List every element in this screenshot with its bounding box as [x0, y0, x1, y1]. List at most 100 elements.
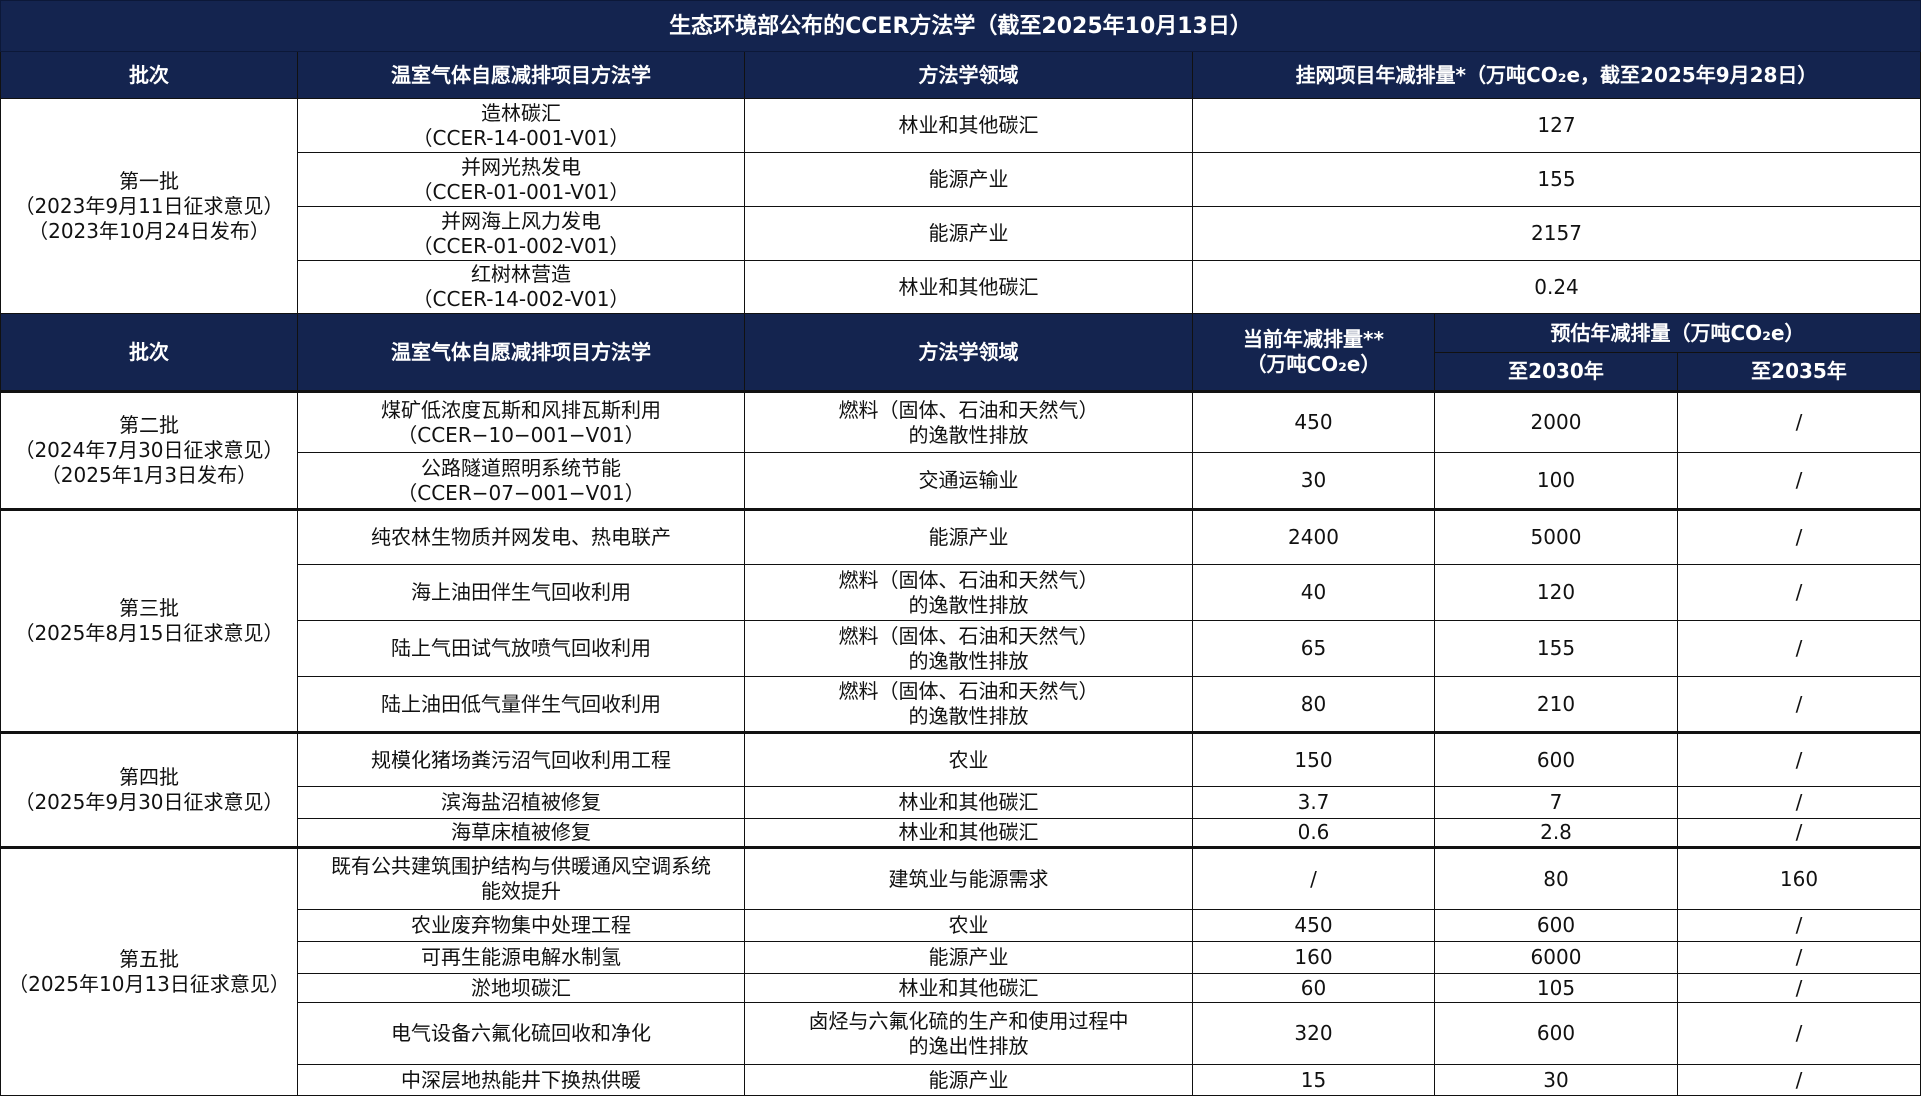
- reduction-2035-cell: /: [1676, 564, 1921, 621]
- methodology-cell: 电气设备六氟化硫回收和净化: [297, 1002, 745, 1065]
- table-title: 生态环境部公布的CCER方法学（截至2025年10月13日）: [0, 0, 1921, 52]
- field-cell: 能源产业: [744, 1064, 1193, 1096]
- current-reduction-cell: /: [1192, 846, 1435, 910]
- table-row: 第三批 （2025年8月15日征求意见） 纯农林生物质并网发电、热电联产 能源产业 2…: [0, 508, 1921, 733]
- methodology-cell: 纯农林生物质并网发电、热电联产: [297, 508, 745, 565]
- methodology-cell: 陆上油田低气量伴生气回收利用: [297, 676, 745, 733]
- reduction-2035-cell: /: [1676, 1002, 1921, 1065]
- reduction-2035-cell: 160: [1676, 846, 1921, 910]
- reduction-2035-cell: /: [1676, 818, 1921, 848]
- field-cell: 燃料（固体、石油和天然气） 的逸散性排放: [744, 620, 1193, 677]
- batch-cell: 第一批 （2023年9月11日征求意见） （2023年10月24日发布）: [0, 98, 298, 314]
- field-cell: 能源产业: [744, 206, 1193, 261]
- reduction-2030-cell: 6000: [1434, 941, 1678, 974]
- header-listed-reduction: 挂网项目年减排量*（万吨CO₂e，截至2025年9月28日）: [1191, 51, 1921, 99]
- field-cell: 能源产业: [744, 508, 1193, 565]
- table-row: 淤地坝碳汇 林业和其他碳汇 60 105/: [1, 973, 1921, 1003]
- reduction-2030-cell: 105: [1434, 973, 1678, 1003]
- field-cell: 卤烃与六氟化硫的生产和使用过程中 的逸出性排放: [744, 1002, 1193, 1065]
- field-cell: 建筑业与能源需求: [744, 846, 1193, 910]
- current-reduction-cell: 15: [1192, 1064, 1435, 1096]
- methodology-cell: 淤地坝碳汇: [297, 973, 745, 1003]
- reduction-2030-cell: 7: [1434, 786, 1678, 819]
- header-batch: 批次: [0, 51, 298, 99]
- table-row: 农业废弃物集中处理工程 农业 450 600/: [1, 909, 1921, 942]
- reduction-2030-cell: 2000: [1434, 390, 1678, 453]
- table-row: 红树林营造 （CCER-14-002-V01） 林业和其他碳汇 0.24: [1, 260, 1921, 314]
- methodology-cell: 农业废弃物集中处理工程: [297, 909, 745, 942]
- reduction-2035-cell: /: [1676, 390, 1921, 453]
- table-row: 电气设备六氟化硫回收和净化 卤烃与六氟化硫的生产和使用过程中 的逸出性排放 320 6…: [1, 1002, 1921, 1065]
- methodology-cell: 煤矿低浓度瓦斯和风排瓦斯利用 （CCER−10−001−V01）: [297, 390, 745, 453]
- reduction-2035-cell: /: [1676, 909, 1921, 942]
- reduction-2035-cell: /: [1676, 786, 1921, 819]
- reduction-2030-cell: 210: [1434, 676, 1678, 733]
- methodology-cell: 规模化猪场粪污沼气回收利用工程: [297, 731, 745, 787]
- header-batch: 批次: [0, 313, 298, 392]
- reduction-2035-cell: /: [1676, 973, 1921, 1003]
- field-cell: 农业: [744, 731, 1193, 787]
- batch-cell: 第四批 （2025年9月30日征求意见）: [0, 731, 298, 848]
- methodology-cell: 滨海盐沼植被修复: [297, 786, 745, 819]
- reduction-2030-cell: 600: [1434, 909, 1678, 942]
- header-estimated-reduction: 预估年减排量（万吨CO₂e）: [1433, 313, 1921, 353]
- methodology-cell: 海草床植被修复: [297, 818, 745, 848]
- header-to-2035: 至2035年: [1676, 352, 1921, 392]
- table-row: 可再生能源电解水制氢 能源产业 160 6000/: [1, 941, 1921, 974]
- current-reduction-cell: 40: [1192, 564, 1435, 621]
- listed-reduction-cell: 0.24: [1191, 260, 1921, 314]
- methodology-cell: 既有公共建筑围护结构与供暖通风空调系统 能效提升: [297, 846, 745, 910]
- methodology-cell: 并网光热发电 （CCER-01-001-V01）: [297, 152, 745, 207]
- reduction-2035-cell: /: [1676, 1064, 1921, 1096]
- table-row: 海草床植被修复 林业和其他碳汇 0.6 2.8/: [1, 818, 1921, 848]
- current-reduction-cell: 450: [1192, 390, 1435, 453]
- reduction-2030-cell: 2.8: [1434, 818, 1678, 848]
- header-current-reduction: 当前年减排量** （万吨CO₂e）: [1192, 313, 1435, 392]
- methodology-cell: 并网海上风力发电 （CCER-01-002-V01）: [297, 206, 745, 261]
- current-reduction-cell: 160: [1192, 941, 1435, 974]
- reduction-2035-cell: /: [1676, 941, 1921, 974]
- reduction-2030-cell: 600: [1434, 1002, 1678, 1065]
- table-row: 中深层地热能井下换热供暖 能源产业 15 30/: [1, 1064, 1921, 1096]
- batch-cell: 第五批 （2025年10月13日征求意见）: [0, 846, 298, 1096]
- reduction-2035-cell: /: [1676, 620, 1921, 677]
- header-field: 方法学领域: [744, 51, 1193, 99]
- reduction-2035-cell: /: [1676, 731, 1921, 787]
- table-row: 并网海上风力发电 （CCER-01-002-V01） 能源产业 2157: [1, 206, 1921, 261]
- reduction-2030-cell: 100: [1434, 452, 1678, 510]
- table-row: 第二批 （2024年7月30日征求意见） （2025年1月3日发布） 煤矿低浓度瓦…: [0, 390, 1921, 510]
- current-reduction-cell: 65: [1192, 620, 1435, 677]
- field-cell: 林业和其他碳汇: [744, 786, 1193, 819]
- field-cell: 林业和其他碳汇: [744, 98, 1193, 153]
- field-cell: 燃料（固体、石油和天然气） 的逸散性排放: [744, 564, 1193, 621]
- current-reduction-cell: 320: [1192, 1002, 1435, 1065]
- current-reduction-cell: 60: [1192, 973, 1435, 1003]
- methodology-cell: 海上油田伴生气回收利用: [297, 564, 745, 621]
- listed-reduction-cell: 127: [1191, 98, 1921, 153]
- reduction-2030-cell: 155: [1434, 620, 1678, 677]
- reduction-2035-cell: /: [1676, 452, 1921, 510]
- current-reduction-cell: 80: [1192, 676, 1435, 733]
- header-methodology: 温室气体自愿减排项目方法学: [297, 51, 745, 99]
- methodology-cell: 可再生能源电解水制氢: [297, 941, 745, 974]
- reduction-2030-cell: 600: [1434, 731, 1678, 787]
- field-cell: 燃料（固体、石油和天然气） 的逸散性排放: [744, 676, 1193, 733]
- table-row: 公路隧道照明系统节能 （CCER−07−001−V01） 交通运输业 30 100/: [1, 452, 1921, 510]
- field-cell: 燃料（固体、石油和天然气） 的逸散性排放: [744, 390, 1193, 453]
- field-cell: 林业和其他碳汇: [744, 973, 1193, 1003]
- current-reduction-cell: 150: [1192, 731, 1435, 787]
- reduction-2035-cell: /: [1676, 508, 1921, 565]
- current-reduction-cell: 0.6: [1192, 818, 1435, 848]
- methodology-cell: 陆上气田试气放喷气回收利用: [297, 620, 745, 677]
- current-reduction-cell: 3.7: [1192, 786, 1435, 819]
- table-row: 陆上油田低气量伴生气回收利用 燃料（固体、石油和天然气） 的逸散性排放 80 210/: [1, 676, 1921, 733]
- methodology-cell: 造林碳汇 （CCER-14-001-V01）: [297, 98, 745, 153]
- current-reduction-cell: 2400: [1192, 508, 1435, 565]
- header-field: 方法学领域: [744, 313, 1193, 392]
- field-cell: 林业和其他碳汇: [744, 260, 1193, 314]
- listed-reduction-cell: 155: [1191, 152, 1921, 207]
- header-methodology: 温室气体自愿减排项目方法学: [297, 313, 745, 392]
- methodology-cell: 中深层地热能井下换热供暖: [297, 1064, 745, 1096]
- current-reduction-cell: 30: [1192, 452, 1435, 510]
